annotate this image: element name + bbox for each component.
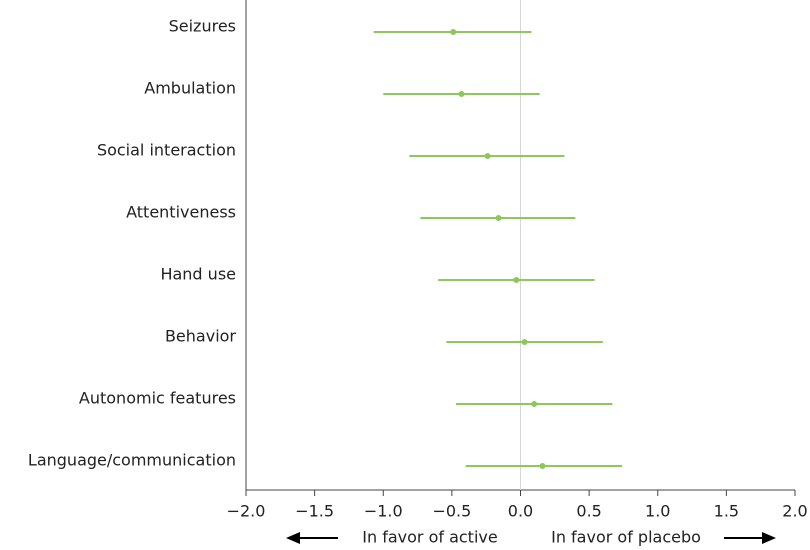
point-estimate	[539, 463, 546, 469]
annotation: In favor of placebo	[551, 528, 701, 547]
category-label: Hand use	[160, 265, 236, 284]
point-estimate	[531, 401, 538, 407]
category-label: Social interaction	[97, 141, 236, 160]
x-tick-label: −0.5	[432, 502, 471, 521]
x-tick-label: −2.0	[227, 502, 266, 521]
x-tick-label: −1.0	[364, 502, 403, 521]
x-tick-label: 0.5	[576, 502, 601, 521]
right-arrow	[724, 532, 776, 544]
category-label: Ambulation	[144, 79, 236, 98]
point-estimate	[484, 153, 491, 159]
annotation: In favor of active	[362, 528, 497, 547]
x-tick-label: 1.0	[645, 502, 670, 521]
x-tick-label: 0.0	[508, 502, 533, 521]
point-estimate	[521, 339, 528, 345]
point-estimate	[450, 29, 457, 35]
category-label: Autonomic features	[79, 389, 236, 408]
x-tick-label: −1.5	[295, 502, 334, 521]
category-label: Attentiveness	[126, 203, 236, 222]
category-label: Language/communication	[28, 451, 236, 470]
category-label: Behavior	[165, 327, 236, 346]
category-label: Seizures	[169, 17, 236, 36]
x-tick-label: 1.5	[714, 502, 739, 521]
point-estimate	[458, 91, 465, 97]
x-tick-label: 2.0	[782, 502, 807, 521]
point-estimate	[495, 215, 502, 221]
point-estimate	[513, 277, 520, 283]
left-arrow	[286, 532, 338, 544]
